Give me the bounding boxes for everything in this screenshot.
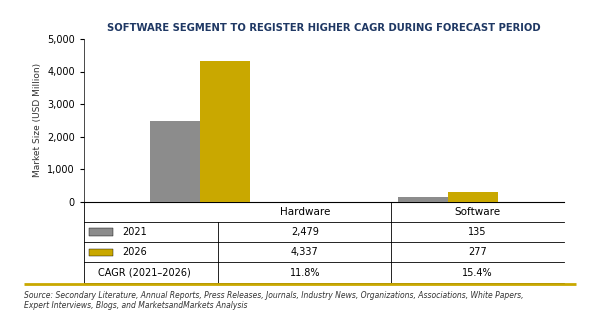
Text: 2021: 2021 [122, 227, 147, 237]
Text: 11.8%: 11.8% [290, 267, 320, 278]
Text: Source: Secondary Literature, Annual Reports, Press Releases, Journals, Industry: Source: Secondary Literature, Annual Rep… [24, 291, 523, 310]
Bar [398, 197, 448, 202]
Text: 15.4%: 15.4% [462, 267, 493, 278]
Text: CAGR (2021–2026): CAGR (2021–2026) [98, 267, 191, 278]
Text: 135: 135 [469, 227, 487, 237]
Bar [200, 60, 250, 202]
Bar [448, 192, 498, 202]
Bar [150, 121, 200, 202]
Text: 2,479: 2,479 [291, 227, 319, 237]
Bar [89, 249, 113, 256]
Text: 4,337: 4,337 [291, 247, 319, 257]
Text: Hardware: Hardware [280, 207, 330, 217]
Title: SOFTWARE SEGMENT TO REGISTER HIGHER CAGR DURING FORECAST PERIOD: SOFTWARE SEGMENT TO REGISTER HIGHER CAGR… [107, 23, 541, 33]
Text: 277: 277 [468, 247, 487, 257]
Text: Software: Software [455, 207, 500, 217]
Y-axis label: Market Size (USD Million): Market Size (USD Million) [32, 63, 41, 177]
Text: 2026: 2026 [122, 247, 147, 257]
Bar [89, 228, 113, 236]
